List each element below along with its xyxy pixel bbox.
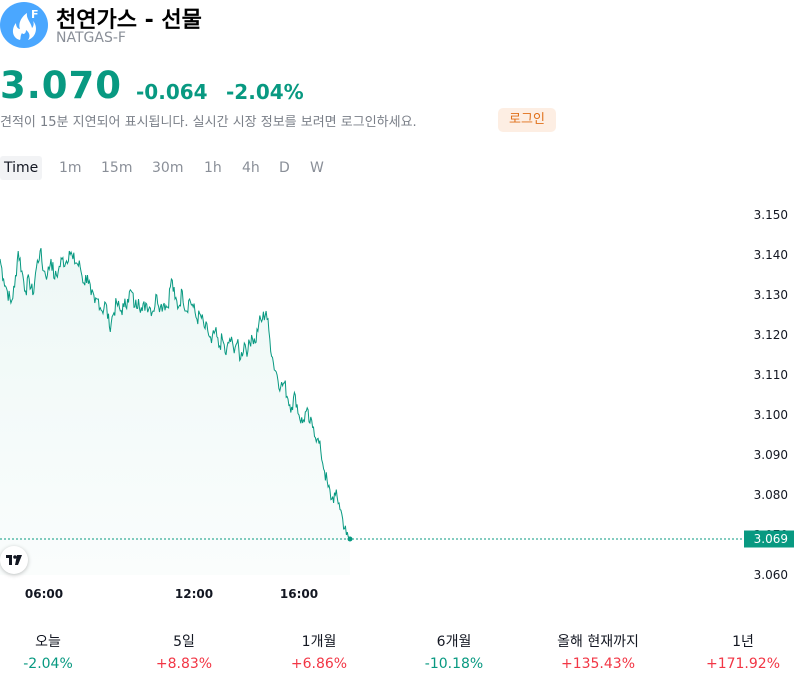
x-tick-label: 16:00 [280,587,318,601]
performance-strip: 오늘 -2.04% 5일 +8.83% 1개월 +6.86% 6개월 -10.1… [0,632,800,676]
tab-d[interactable]: D [279,160,290,176]
y-tick-label: 3.150 [754,208,788,222]
perf-label: 6개월 [436,634,472,650]
x-tick-label: 06:00 [25,587,63,601]
perf-label: 오늘 [35,634,61,650]
delay-notice: 견적이 15분 지연되어 표시됩니다. 실시간 시장 정보를 보려면 로그인하세… [0,115,417,130]
tab-w[interactable]: W [310,160,324,176]
last-price-label-text: 3.069 [754,532,788,546]
price-change-percent: -2.04% [226,80,304,104]
y-tick-label: 3.080 [754,488,788,502]
tab-time[interactable]: Time [0,156,43,180]
perf-label: 1개월 [301,634,337,650]
flame-icon [12,13,36,40]
last-price: 3.070 [0,64,123,107]
perf-ytd[interactable]: 올해 현재까지 +135.43% [528,632,668,674]
price-line [0,248,351,540]
perf-value: +6.86% [290,656,348,672]
perf-value: +171.92% [705,656,781,672]
y-tick-label: 3.140 [754,248,788,262]
page-title: 천연가스 - 선물 [56,8,202,33]
tab-30m[interactable]: 30m [152,160,184,176]
perf-label: 5일 [173,634,195,650]
price-area-fill [0,248,350,575]
tab-1h[interactable]: 1h [204,160,222,176]
login-button[interactable]: 로그인 [498,108,556,132]
y-tick-label: 3.120 [754,328,788,342]
last-price-label: 3.069 [744,530,794,548]
y-tick-label: 3.060 [754,568,788,582]
tradingview-logo[interactable] [0,546,28,574]
perf-1m[interactable]: 1개월 +6.86% [249,632,389,674]
perf-value: -2.04% [23,656,73,672]
tab-4h[interactable]: 4h [242,160,260,176]
price-change-absolute: -0.064 [136,80,208,104]
logo-letter: F [31,8,39,21]
perf-1y[interactable]: 1년 +171.92% [673,632,800,674]
perf-6m[interactable]: 6개월 -10.18% [384,632,524,674]
tradingview-icon [6,555,22,565]
perf-value: +135.43% [560,656,636,672]
tab-15m[interactable]: 15m [101,160,133,176]
perf-today[interactable]: 오늘 -2.04% [0,632,118,674]
perf-value: +8.83% [155,656,213,672]
tab-1m[interactable]: 1m [59,160,82,176]
natural-gas-logo: F [0,2,48,48]
y-tick-label: 3.090 [754,448,788,462]
header: F 천연가스 - 선물 NATGAS-F [0,0,800,50]
perf-value: -10.18% [424,656,484,672]
perf-5d[interactable]: 5일 +8.83% [114,632,254,674]
price-chart[interactable]: 3.150 3.140 3.130 3.120 3.110 3.100 3.090 3.080… [0,195,800,615]
y-axis: 3.150 3.140 3.130 3.120 3.110 3.100 3.090 3.080… [754,208,788,582]
y-tick-label: 3.130 [754,288,788,302]
perf-label: 올해 현재까지 [557,634,639,650]
symbol-code: NATGAS-F [56,30,126,46]
perf-label: 1년 [732,634,754,650]
y-tick-label: 3.110 [754,368,788,382]
x-axis: 06:00 12:00 16:00 [25,587,318,601]
x-tick-label: 12:00 [175,587,213,601]
last-price-dot [347,536,353,542]
y-tick-label: 3.100 [754,408,788,422]
